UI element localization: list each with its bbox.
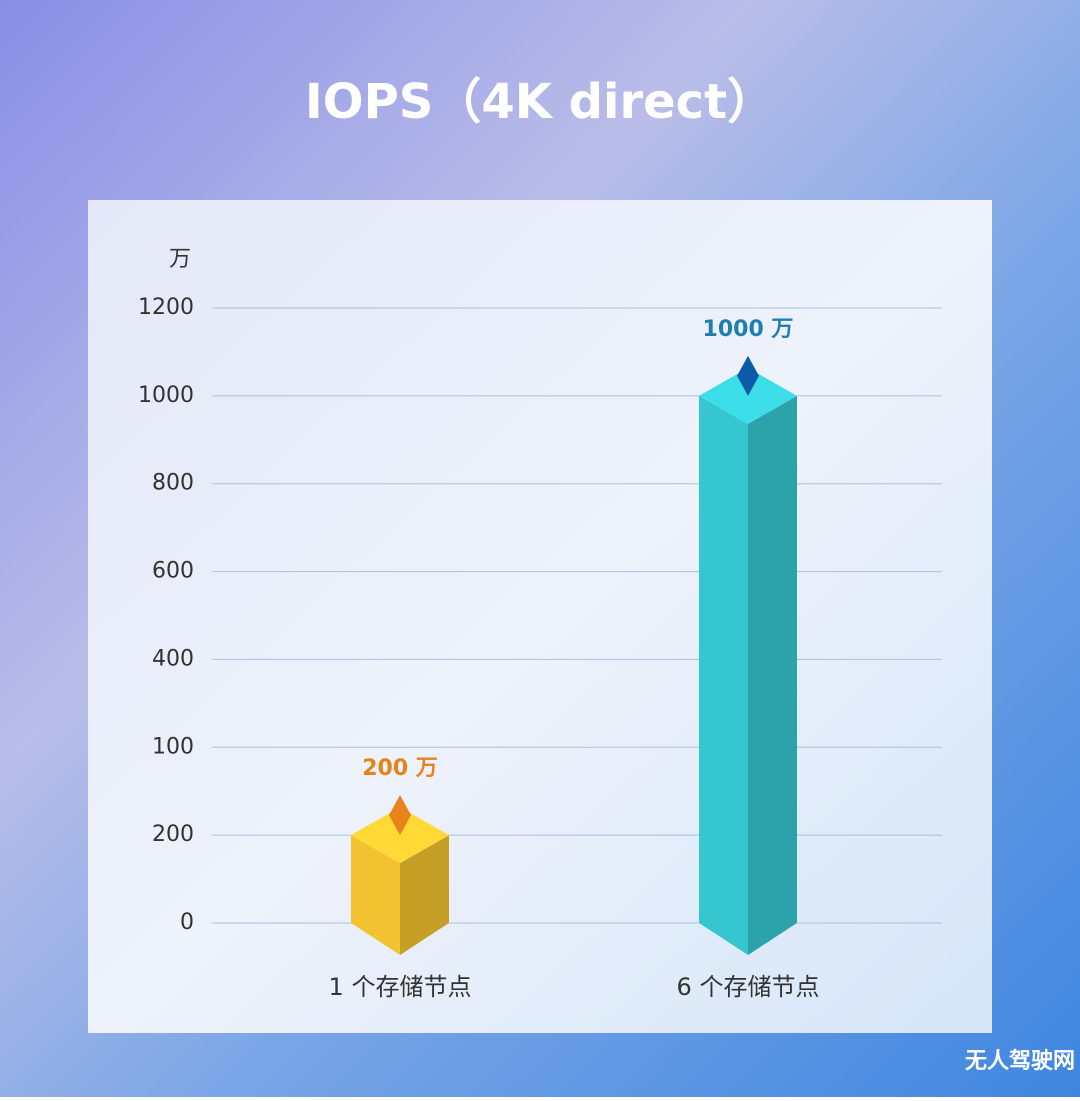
bar-marker	[737, 355, 759, 396]
y-tick-label: 0	[180, 910, 194, 935]
bar	[699, 355, 797, 955]
y-tick-label: 100	[152, 734, 194, 759]
x-tick-label: 1 个存储节点	[329, 973, 472, 1001]
bar	[351, 795, 449, 955]
bar-marker	[389, 795, 411, 836]
y-tick-label: 800	[152, 471, 194, 496]
y-tick-label: 400	[152, 646, 194, 671]
bar-right-face	[400, 835, 449, 955]
x-tick-label: 6 个存储节点	[677, 973, 820, 1001]
y-tick-label: 1000	[138, 383, 194, 408]
watermark: 无人驾驶网	[965, 1048, 1075, 1074]
chart-title: IOPS（4K direct）	[305, 74, 775, 130]
y-unit: 万	[169, 247, 191, 272]
y-tick-label: 200	[152, 822, 194, 847]
value-label: 200 万	[362, 756, 438, 781]
bar-right-face	[748, 395, 797, 955]
y-tick-label: 600	[152, 559, 194, 584]
bar-left-face	[351, 835, 400, 955]
panel	[88, 200, 992, 1033]
y-tick-label: 1200	[138, 295, 194, 320]
bar-left-face	[699, 395, 748, 955]
value-label: 1000 万	[703, 317, 794, 342]
